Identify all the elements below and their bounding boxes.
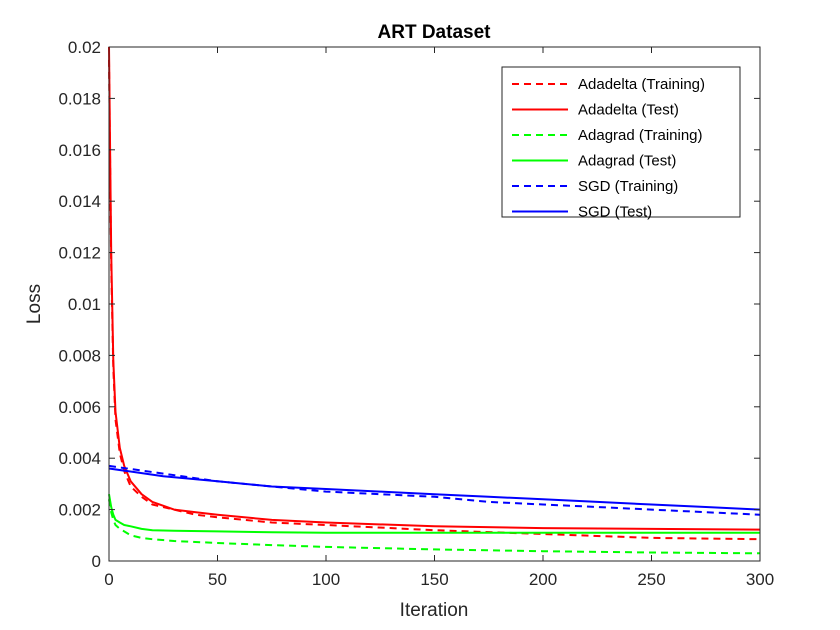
y-tick-label: 0.006 — [58, 398, 101, 417]
x-tick-label: 0 — [104, 570, 113, 589]
x-tick-label: 300 — [746, 570, 774, 589]
legend-box — [501, 66, 741, 218]
x-tick-label: 50 — [208, 570, 227, 589]
y-tick-label: 0.004 — [58, 449, 101, 468]
y-axis-label: Loss — [24, 284, 45, 324]
legend-label: Adagrad (Test) — [578, 153, 676, 170]
legend-label: SGD (Training) — [578, 178, 678, 195]
series-line-3 — [108, 499, 761, 555]
x-axis-label: Iteration — [400, 600, 469, 621]
ticks-layer: 0 50 100 150 200 250 300 0 0.002 0.004 0.006 0.008 0… — [58, 38, 774, 589]
x-tick-label: 150 — [420, 570, 448, 589]
series-line-4 — [108, 494, 760, 534]
chart-title: ART Dataset — [378, 22, 492, 43]
y-tick-label: 0.008 — [58, 346, 101, 365]
y-tick-label: 0.01 — [68, 295, 101, 314]
y-tick-label: 0.018 — [58, 89, 101, 108]
legend-label: Adadelta (Test) — [578, 102, 679, 119]
x-tick-label: 200 — [529, 570, 557, 589]
y-tick-label: 0.02 — [68, 38, 101, 57]
y-tick-label: 0.012 — [58, 244, 101, 263]
legend-label: Adagrad (Training) — [578, 127, 703, 144]
y-tick-label: 0 — [92, 552, 101, 571]
plot-frame — [108, 46, 761, 562]
y-tick-label: 0.014 — [58, 192, 101, 211]
x-tick-label: 100 — [312, 570, 340, 589]
y-tick-label: 0.016 — [58, 141, 101, 160]
series-line-6 — [108, 467, 761, 511]
series-layer — [108, 46, 761, 555]
legend-label: SGD (Test) — [578, 204, 652, 221]
y-tick-label: 0.002 — [58, 501, 101, 520]
legend: Adadelta (Training) Adadelta (Test) Adagra… — [501, 66, 741, 221]
series-line-2 — [108, 46, 761, 531]
legend-label: Adadelta (Training) — [578, 76, 705, 93]
x-tick-label: 250 — [637, 570, 665, 589]
